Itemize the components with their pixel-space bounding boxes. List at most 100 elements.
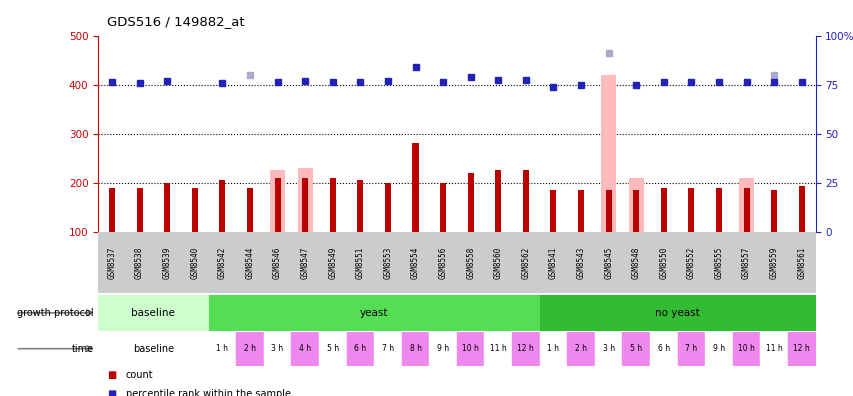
Bar [688,188,693,232]
Bar [705,232,732,293]
Text: yeast: yeast [359,308,388,318]
Bar [98,295,208,331]
Bar [401,332,429,366]
Bar [429,232,456,293]
Bar [759,232,787,293]
Bar [192,188,198,232]
Bar [346,232,374,293]
Text: 2 h: 2 h [244,344,256,353]
Bar [247,188,252,232]
Bar [676,332,705,366]
Bar [374,332,401,366]
Text: GSM8554: GSM8554 [410,246,420,278]
Bar [787,232,815,293]
Bar [236,232,264,293]
Bar [357,180,363,232]
Text: baseline: baseline [131,308,175,318]
Text: no yeast: no yeast [654,308,699,318]
Text: 6 h: 6 h [354,344,366,353]
Bar [297,168,312,232]
Bar [715,188,721,232]
Text: count: count [125,370,153,381]
Text: ■: ■ [107,389,116,396]
Text: 7 h: 7 h [381,344,393,353]
Text: GSM8549: GSM8549 [328,246,337,278]
Bar [164,183,170,232]
Text: 8 h: 8 h [409,344,421,353]
Text: 9 h: 9 h [712,344,724,353]
Bar [601,75,616,232]
Text: 11 h: 11 h [765,344,781,353]
Bar [732,332,759,366]
Bar [109,188,115,232]
Bar [539,332,566,366]
Bar [566,232,595,293]
Bar [208,332,236,366]
Bar [374,232,401,293]
Text: 10 h: 10 h [461,344,479,353]
Bar [512,232,539,293]
Bar [456,332,484,366]
Bar [219,180,225,232]
Bar [522,170,528,232]
Text: GSM8557: GSM8557 [741,246,751,278]
Text: GSM8560: GSM8560 [493,246,502,278]
Bar [512,332,539,366]
Bar [385,183,391,232]
Text: baseline: baseline [133,344,174,354]
Bar [208,295,539,331]
Bar [236,332,264,366]
Bar [676,232,705,293]
Bar [649,232,676,293]
Text: GSM8562: GSM8562 [520,246,530,278]
Bar [329,178,335,232]
Text: GSM8550: GSM8550 [659,246,668,278]
Bar [270,170,285,232]
Text: 11 h: 11 h [490,344,506,353]
Bar [429,332,456,366]
Text: GSM8543: GSM8543 [576,246,585,278]
Text: time: time [72,344,94,354]
Bar [412,143,418,232]
Text: GSM8553: GSM8553 [383,246,392,278]
Bar [98,232,125,293]
Bar [787,332,815,366]
Bar [484,232,512,293]
Bar [622,232,649,293]
Text: GSM8561: GSM8561 [797,246,805,278]
Bar [264,332,291,366]
Bar [759,332,787,366]
Bar [346,332,374,366]
Bar [484,332,512,366]
Bar [208,232,236,293]
Bar [467,173,473,232]
Bar [318,232,346,293]
Bar [660,188,666,232]
Bar [622,332,649,366]
Bar [628,178,643,232]
Text: GSM8551: GSM8551 [356,246,364,278]
Bar [550,190,556,232]
Text: 6 h: 6 h [657,344,669,353]
Bar [291,332,318,366]
Text: 1 h: 1 h [547,344,559,353]
Text: 12 h: 12 h [517,344,534,353]
Text: GSM8544: GSM8544 [245,246,254,278]
Text: 5 h: 5 h [327,344,339,353]
Text: GSM8542: GSM8542 [218,246,227,278]
Bar [566,332,595,366]
Text: GSM8556: GSM8556 [438,246,447,278]
Bar [595,232,622,293]
Bar [595,332,622,366]
Text: GSM8539: GSM8539 [162,246,171,278]
Text: 12 h: 12 h [792,344,809,353]
Text: GSM8545: GSM8545 [603,246,612,278]
Text: 3 h: 3 h [271,344,283,353]
Text: ■: ■ [107,370,116,381]
Bar [274,178,281,232]
Bar [136,188,142,232]
Bar [743,188,749,232]
Text: 10 h: 10 h [737,344,754,353]
Bar [302,178,308,232]
Text: GSM8555: GSM8555 [714,246,722,278]
